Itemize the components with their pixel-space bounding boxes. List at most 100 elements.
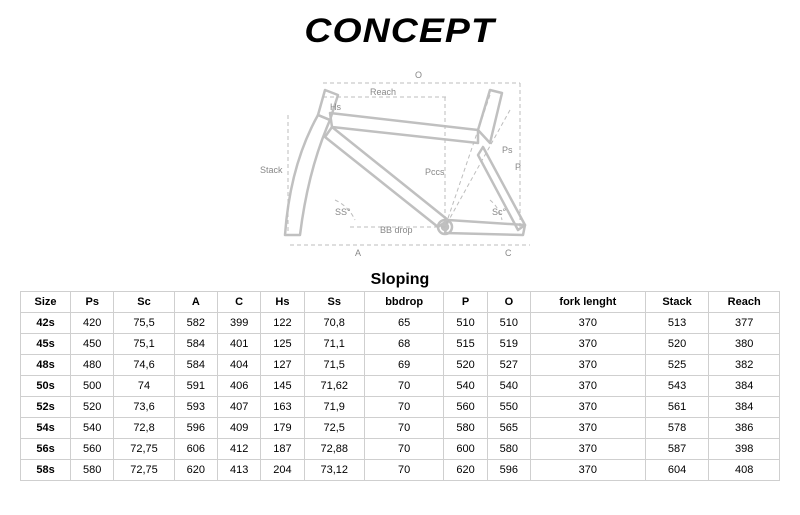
data-cell: 370 [531, 418, 646, 439]
column-header: Ps [71, 292, 114, 313]
data-cell: 72,75 [114, 460, 174, 481]
data-cell: 370 [531, 460, 646, 481]
label-stack: Stack [260, 165, 283, 175]
data-cell: 70 [364, 376, 444, 397]
label-o: O [415, 70, 422, 80]
data-cell: 398 [709, 439, 780, 460]
data-cell: 565 [487, 418, 530, 439]
data-cell: 596 [174, 418, 217, 439]
data-cell: 145 [261, 376, 304, 397]
column-header: Ss [304, 292, 364, 313]
data-cell: 179 [261, 418, 304, 439]
data-cell: 606 [174, 439, 217, 460]
data-cell: 384 [709, 397, 780, 418]
data-cell: 125 [261, 334, 304, 355]
data-cell: 122 [261, 313, 304, 334]
data-cell: 540 [487, 376, 530, 397]
table-row: 42s42075,558239912270,865510510370513377 [21, 313, 780, 334]
data-cell: 578 [645, 418, 709, 439]
size-cell: 54s [21, 418, 71, 439]
label-bbdrop: BB drop [380, 225, 413, 235]
column-header: bbdrop [364, 292, 444, 313]
table-row: 56s56072,7560641218772,88706005803705873… [21, 439, 780, 460]
data-cell: 561 [645, 397, 709, 418]
frame-svg: O Reach Hs Stack Pccs Ps P SS° Sc° BB dr… [190, 55, 610, 265]
data-cell: 413 [217, 460, 260, 481]
data-cell: 406 [217, 376, 260, 397]
data-cell: 540 [71, 418, 114, 439]
data-cell: 187 [261, 439, 304, 460]
data-cell: 73,6 [114, 397, 174, 418]
data-cell: 70 [364, 460, 444, 481]
data-cell: 74 [114, 376, 174, 397]
label-ps: Ps [502, 145, 513, 155]
table-row: 58s58072,7562041320473,12706205963706044… [21, 460, 780, 481]
data-cell: 404 [217, 355, 260, 376]
data-cell: 584 [174, 334, 217, 355]
data-cell: 65 [364, 313, 444, 334]
label-reach: Reach [370, 87, 396, 97]
data-cell: 560 [71, 439, 114, 460]
data-cell: 69 [364, 355, 444, 376]
data-cell: 591 [174, 376, 217, 397]
data-cell: 520 [645, 334, 709, 355]
data-cell: 74,6 [114, 355, 174, 376]
data-cell: 127 [261, 355, 304, 376]
data-cell: 70 [364, 418, 444, 439]
data-cell: 75,1 [114, 334, 174, 355]
data-cell: 580 [71, 460, 114, 481]
table-row: 50s5007459140614571,6270540540370543384 [21, 376, 780, 397]
data-cell: 384 [709, 376, 780, 397]
column-header: O [487, 292, 530, 313]
data-cell: 70,8 [304, 313, 364, 334]
label-hs: Hs [330, 102, 341, 112]
data-cell: 204 [261, 460, 304, 481]
data-cell: 370 [531, 355, 646, 376]
brand-logo: CONCEPT [305, 12, 496, 51]
column-header: Size [21, 292, 71, 313]
data-cell: 73,12 [304, 460, 364, 481]
data-cell: 550 [487, 397, 530, 418]
data-cell: 72,88 [304, 439, 364, 460]
column-header: Stack [645, 292, 709, 313]
data-cell: 70 [364, 397, 444, 418]
size-cell: 42s [21, 313, 71, 334]
table-row: 48s48074,658440412771,569520527370525382 [21, 355, 780, 376]
data-cell: 370 [531, 313, 646, 334]
label-sc: Sc° [492, 207, 507, 217]
data-cell: 412 [217, 439, 260, 460]
label-c: C [505, 248, 512, 258]
table-row: 45s45075,158440112571,168515519370520380 [21, 334, 780, 355]
table-row: 52s52073,659340716371,970560550370561384 [21, 397, 780, 418]
table-header-row: SizePsScACHsSsbbdropPOfork lenghtStackRe… [21, 292, 780, 313]
column-header: A [174, 292, 217, 313]
data-cell: 520 [444, 355, 487, 376]
data-cell: 68 [364, 334, 444, 355]
data-cell: 380 [709, 334, 780, 355]
label-a: A [355, 248, 361, 258]
column-header: C [217, 292, 260, 313]
data-cell: 515 [444, 334, 487, 355]
data-cell: 600 [444, 439, 487, 460]
data-cell: 70 [364, 439, 444, 460]
data-cell: 386 [709, 418, 780, 439]
data-cell: 527 [487, 355, 530, 376]
data-cell: 593 [174, 397, 217, 418]
table-row: 54s54072,859640917972,570580565370578386 [21, 418, 780, 439]
data-cell: 401 [217, 334, 260, 355]
data-cell: 587 [645, 439, 709, 460]
data-cell: 525 [645, 355, 709, 376]
data-cell: 604 [645, 460, 709, 481]
data-cell: 163 [261, 397, 304, 418]
column-header: P [444, 292, 487, 313]
data-cell: 71,62 [304, 376, 364, 397]
data-cell: 72,5 [304, 418, 364, 439]
frame-geometry-diagram: O Reach Hs Stack Pccs Ps P SS° Sc° BB dr… [190, 55, 610, 265]
data-cell: 480 [71, 355, 114, 376]
data-cell: 72,75 [114, 439, 174, 460]
data-cell: 582 [174, 313, 217, 334]
data-cell: 407 [217, 397, 260, 418]
data-cell: 370 [531, 439, 646, 460]
label-ss: SS° [335, 207, 351, 217]
data-cell: 620 [174, 460, 217, 481]
